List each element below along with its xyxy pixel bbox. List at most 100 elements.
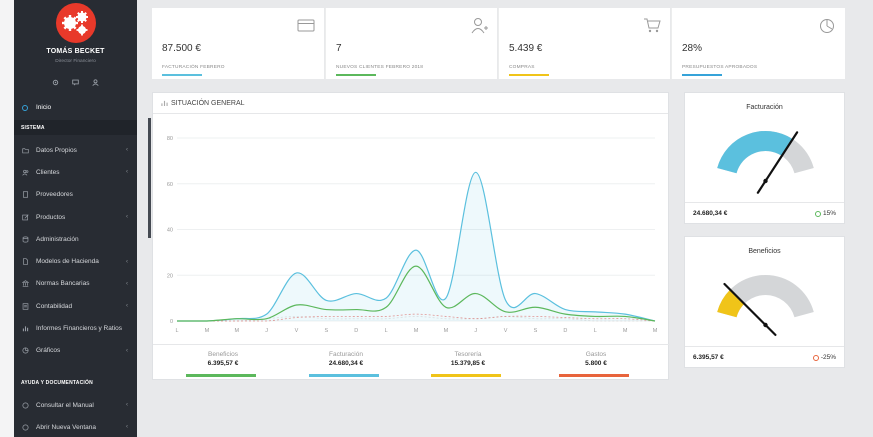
x-tick-label: M bbox=[623, 328, 628, 334]
legend-name: Gastos bbox=[585, 351, 607, 358]
nav-item-datos-propios[interactable]: Datos Propios ‹ bbox=[14, 139, 137, 161]
left-edge-strip bbox=[0, 0, 14, 437]
nav-list: Datos Propios ‹ Clientes ‹ Proveedores P… bbox=[14, 139, 137, 362]
x-tick-label: L bbox=[385, 328, 388, 334]
stat-bar bbox=[682, 74, 722, 76]
nav-item-informes[interactable]: Informes Financieros y Ratios bbox=[14, 317, 137, 339]
gauge-footer: 6.395,57 € -25% bbox=[685, 346, 844, 368]
gauge-footer: 24.680,34 € 15% bbox=[685, 202, 844, 224]
gauge-fill bbox=[717, 131, 793, 174]
nav-item-label: Administración bbox=[36, 235, 79, 243]
add-user-icon bbox=[471, 18, 488, 34]
profile-name: TOMÁS BECKET bbox=[46, 48, 105, 55]
chevron-left-icon: ‹ bbox=[126, 402, 128, 409]
nav-item-label: Inicio bbox=[36, 104, 52, 111]
gears-logo-icon bbox=[61, 11, 88, 36]
gauge-hub bbox=[763, 178, 768, 184]
chart-legend: Beneficios 6.395,57 € Facturación 24.680… bbox=[153, 344, 670, 380]
help-circle-icon bbox=[22, 402, 29, 409]
section-ayuda: AYUDA Y DOCUMENTACIÓN bbox=[14, 375, 137, 390]
nav-item-label: Modelos de Hacienda bbox=[36, 258, 99, 266]
legend-bar bbox=[559, 374, 629, 377]
y-tick-label: 20 bbox=[167, 273, 173, 279]
stat-label: COMPRAS bbox=[509, 65, 535, 70]
x-tick-label: M bbox=[653, 328, 658, 334]
document-icon bbox=[23, 191, 28, 198]
nav-item-label: Productos bbox=[36, 213, 66, 221]
legend-name: Facturación bbox=[329, 351, 363, 358]
nav-item-abrir-ventana[interactable]: Abrir Nueva Ventana ‹ bbox=[14, 416, 137, 437]
x-tick-label: S bbox=[325, 328, 329, 334]
nav-item-graficos[interactable]: Gráficos ‹ bbox=[14, 340, 137, 362]
bar-chart-icon bbox=[22, 326, 29, 332]
nav-item-label: Datos Propios bbox=[36, 146, 77, 154]
gauge-value: 24.680,34 € bbox=[693, 210, 728, 217]
nav-item-normas-bancarias[interactable]: Normas Bancarias ‹ bbox=[14, 273, 137, 295]
x-tick-label: D bbox=[563, 328, 567, 334]
profile-role: Director Financiero bbox=[55, 59, 96, 64]
bar-chart-icon bbox=[161, 100, 168, 106]
nav-item-administracion[interactable]: Administración bbox=[14, 228, 137, 250]
down-arrow-icon bbox=[812, 354, 819, 361]
stat-label: NUEVOS CLIENTES FEBRERO 2018 bbox=[336, 65, 424, 70]
gauge-hub bbox=[763, 322, 768, 328]
gauge-value: 6.395,57 € bbox=[693, 354, 724, 361]
profile-actions bbox=[14, 73, 137, 86]
nav-item-clientes[interactable]: Clientes ‹ bbox=[14, 161, 137, 183]
settings-icon[interactable] bbox=[52, 73, 59, 86]
nav-item-label: Gráficos bbox=[36, 347, 61, 355]
pie-chart-icon bbox=[22, 347, 29, 354]
sidebar-scrollbar[interactable] bbox=[148, 118, 151, 238]
nav-item-label: Abrir Nueva Ventana bbox=[36, 423, 96, 431]
up-arrow-icon bbox=[814, 210, 821, 217]
nav-item-proveedores[interactable]: Proveedores bbox=[14, 184, 137, 206]
folder-icon bbox=[22, 148, 29, 153]
chevron-left-icon: ‹ bbox=[126, 147, 128, 154]
x-tick-label: J bbox=[474, 328, 477, 334]
users-icon bbox=[22, 169, 29, 176]
gauge-percent-text: -25% bbox=[820, 354, 836, 361]
legend-name: Tesorería bbox=[454, 351, 482, 358]
avatar[interactable] bbox=[55, 3, 96, 43]
gauge-card-beneficios: Beneficios 6.395,57 € -25% bbox=[684, 236, 845, 368]
chevron-left-icon: ‹ bbox=[126, 280, 128, 287]
sidebar: TOMÁS BECKET Director Financiero Inicio … bbox=[14, 0, 151, 437]
nav-item-label: Consultar el Manual bbox=[36, 401, 94, 409]
x-tick-label: M bbox=[414, 328, 419, 334]
legend-bar bbox=[431, 374, 501, 377]
nav-item-modelos-hacienda[interactable]: Modelos de Hacienda ‹ bbox=[14, 250, 137, 272]
y-tick-label: 40 bbox=[167, 228, 173, 234]
user-icon[interactable] bbox=[92, 73, 99, 86]
x-tick-label: D bbox=[354, 328, 358, 334]
nav-item-productos[interactable]: Productos ‹ bbox=[14, 206, 137, 228]
stat-card-compras: 5.439 € COMPRAS bbox=[498, 8, 670, 79]
series-line-facturacion bbox=[177, 171, 656, 322]
file-icon bbox=[23, 258, 28, 265]
nav-item-label: Normas Bancarias bbox=[36, 280, 90, 288]
bank-icon bbox=[22, 280, 29, 288]
shopping-cart-icon bbox=[644, 18, 661, 33]
stat-label: FACTURACIÓN FEBRERO bbox=[162, 65, 225, 70]
stat-value: 87.500 € bbox=[162, 43, 201, 54]
nav-item-label: Informes Financieros y Ratios bbox=[36, 325, 122, 333]
chart-panel-title: SITUACIÓN GENERAL bbox=[171, 99, 245, 107]
x-tick-label: L bbox=[594, 328, 597, 334]
stat-value: 7 bbox=[336, 43, 342, 54]
nav-item-inicio[interactable]: Inicio bbox=[14, 99, 137, 116]
gauge-percent: 15% bbox=[814, 210, 836, 217]
y-tick-label: 0 bbox=[170, 319, 173, 325]
gauge-card-facturacion: Facturación 24.680,34 € 15% bbox=[684, 92, 845, 224]
messages-icon[interactable] bbox=[72, 73, 79, 86]
nav-item-contabilidad[interactable]: Contabilidad ‹ bbox=[14, 295, 137, 317]
gauge-fill bbox=[717, 289, 745, 318]
chart-panel-header: SITUACIÓN GENERAL bbox=[153, 93, 668, 114]
stat-card-facturacion: 87.500 € FACTURACIÓN FEBRERO bbox=[152, 8, 324, 79]
nav-item-consultar-manual[interactable]: Consultar el Manual ‹ bbox=[14, 394, 137, 416]
chart-panel: SITUACIÓN GENERAL 0 20 40 60 80 L M M J V S D L M M J V S… bbox=[152, 92, 670, 380]
x-tick-label: M bbox=[444, 328, 449, 334]
x-tick-label: M bbox=[234, 328, 239, 334]
chevron-left-icon: ‹ bbox=[126, 258, 128, 265]
stat-value: 5.439 € bbox=[509, 43, 543, 54]
legend-name: Beneficios bbox=[208, 351, 238, 358]
legend-bar bbox=[186, 374, 256, 377]
